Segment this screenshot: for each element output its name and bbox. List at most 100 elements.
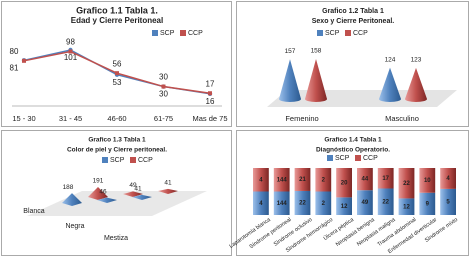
legend-label: SCP: [110, 157, 125, 164]
chart-title: Grafico 1.4 Tabla 1: [324, 137, 382, 144]
legend-label: SCP: [325, 30, 340, 37]
x-tick-label: Blanca: [23, 208, 45, 215]
pyramid: [97, 197, 117, 203]
marker: [115, 71, 119, 76]
data-label: 12: [403, 204, 410, 210]
bar-segment: [273, 168, 290, 192]
legend-swatch: [345, 30, 351, 36]
data-label: 49: [362, 200, 369, 206]
cone: [405, 67, 427, 102]
legend-label: SCP: [160, 30, 175, 37]
data-label: 22: [403, 181, 410, 187]
bar-segment: [336, 197, 352, 215]
bar-segment: [315, 191, 332, 215]
legend-swatch: [152, 30, 158, 36]
data-label: 41: [134, 186, 142, 193]
data-label: 30: [159, 73, 168, 82]
data-label: 30: [159, 90, 168, 99]
data-label: 10: [424, 178, 431, 184]
data-label: 2: [322, 201, 326, 207]
data-label: 22: [382, 199, 389, 205]
data-label: 81: [10, 63, 19, 72]
bar-segment: [377, 188, 394, 215]
bar-segment: [273, 191, 290, 215]
cone: [279, 59, 301, 102]
bar-segment: [315, 168, 332, 192]
data-label: 2: [322, 177, 326, 183]
legend-label: CCP: [363, 155, 378, 162]
legend-label: CCP: [138, 157, 153, 164]
legend-label: SCP: [335, 155, 350, 162]
bar-segment: [336, 168, 352, 198]
chart-title: Grafico 1.1 Tabla 1.: [76, 5, 158, 15]
pyramid: [62, 193, 82, 206]
data-label: 144: [277, 201, 288, 207]
bar-segment: [253, 168, 269, 192]
marker: [208, 91, 212, 96]
legend-swatch: [102, 157, 108, 163]
bar-segment: [398, 198, 415, 215]
marker: [68, 49, 73, 54]
x-tick-label: 15 - 30: [12, 114, 35, 123]
data-label: 188: [63, 184, 74, 191]
data-label: 144: [277, 177, 288, 183]
chart-subtitle: Sexo y Cierre Peritoneal.: [312, 18, 395, 25]
chart-title: Grafico 1.2 Tabla 1: [322, 8, 384, 15]
data-label: 123: [411, 57, 422, 64]
data-label: 101: [64, 53, 78, 62]
chart-subtitle: Color de piel y Cierre peritoneal.: [67, 147, 167, 154]
bar-segment: [357, 168, 373, 191]
pyramid: [88, 187, 108, 200]
data-label: 191: [93, 178, 104, 185]
data-label: 17: [382, 176, 389, 182]
data-label: 157: [285, 48, 296, 55]
bar-segment: [294, 190, 311, 215]
legend-label: CCP: [188, 30, 203, 37]
data-label: 16: [206, 97, 215, 106]
data-label: 56: [113, 59, 122, 68]
legend-swatch: [327, 155, 333, 161]
data-label: 22: [299, 201, 306, 207]
data-label: 20: [341, 180, 348, 186]
x-tick-label: Femenino: [285, 114, 318, 123]
data-label: 158: [311, 48, 322, 55]
chart-title: Grafico 1.3 Tabla 1: [88, 137, 146, 144]
data-label: 21: [299, 177, 306, 183]
data-label: 4: [446, 176, 450, 182]
x-tick-label: 61-75: [154, 114, 173, 123]
x-tick-label: Negra: [65, 223, 84, 230]
cone: [379, 67, 401, 102]
data-label: 5: [446, 200, 450, 206]
marker: [161, 84, 166, 89]
bar-segment: [398, 168, 415, 199]
data-label: 124: [385, 56, 396, 63]
legend-swatch: [130, 157, 136, 163]
data-label: 9: [426, 201, 430, 207]
legend-swatch: [180, 30, 186, 36]
bar-segment: [419, 168, 436, 193]
x-tick-label: Masculino: [385, 114, 419, 123]
data-label: 49: [129, 182, 137, 189]
cone: [305, 59, 327, 102]
data-label: 46: [99, 188, 107, 195]
data-label: 17: [206, 79, 215, 88]
data-label: 98: [66, 38, 75, 47]
pyramid: [132, 194, 152, 200]
legend-label: CCP: [353, 30, 368, 37]
data-label: 12: [341, 204, 348, 210]
x-tick-label: 46-60: [107, 114, 126, 123]
chart-subtitle: Edad y Cierre Peritoneal: [71, 16, 163, 25]
x-tick-label: 31 - 45: [59, 114, 82, 123]
legend-swatch: [355, 155, 361, 161]
chart-subtitle: Diagnóstico Operatorio.: [316, 147, 390, 154]
bar-segment: [440, 188, 456, 215]
marker: [22, 58, 26, 63]
data-label: 4: [259, 177, 263, 183]
bar-segment: [377, 168, 394, 189]
bar-segment: [294, 168, 311, 191]
data-label: 41: [164, 180, 172, 187]
bar-segment: [253, 191, 269, 215]
pyramid: [158, 188, 178, 194]
data-label: 80: [10, 47, 19, 56]
